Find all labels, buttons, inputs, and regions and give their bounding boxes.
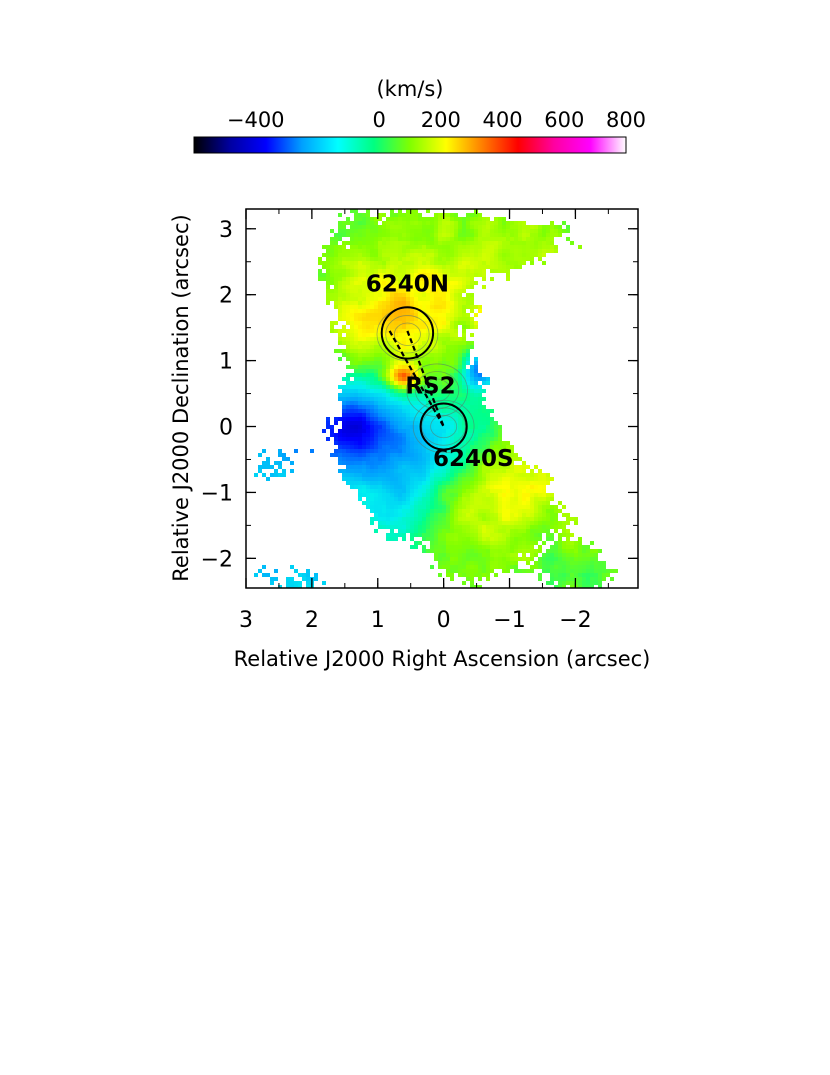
y-tick-label-2: 1	[219, 350, 233, 375]
y-tick-label-1: 2	[219, 284, 233, 309]
nucleus-circle-6240n	[380, 306, 435, 360]
x-tick-label-4: −1	[493, 608, 525, 633]
annotation-6240s: 6240S	[433, 446, 514, 472]
colorbar	[193, 136, 627, 154]
colorbar-tick-label-5: 800	[606, 108, 646, 132]
dashed-line-0	[406, 330, 445, 427]
y-tick-label-0: 3	[219, 218, 233, 243]
x-tick-label-5: −2	[559, 608, 591, 633]
x-tick-labels: 3 2 1 0 −1 −2	[239, 608, 592, 633]
colorbar-tick-label-0: −400	[227, 108, 285, 132]
y-tick-label-4: −1	[201, 481, 233, 506]
y-axis-label: Relative J2000 Declination (arcsec)	[169, 214, 193, 581]
x-axis-label: Relative J2000 Right Ascension (arcsec)	[234, 647, 651, 671]
annotation-6240n: 6240N	[366, 271, 449, 297]
y-tick-labels: 3 2 1 0 −1 −2	[201, 218, 233, 573]
x-tick-label-0: 3	[239, 608, 253, 633]
dashed-line-1	[388, 330, 445, 428]
colorbar-unit-label: (km/s)	[376, 77, 443, 101]
annotation-rs2: RS2	[405, 374, 455, 400]
plot-frame	[245, 208, 639, 589]
y-tick-label-5: −2	[201, 547, 233, 572]
axis-ticks	[245, 209, 638, 588]
colorbar-tick-labels: −400 0 200 400 600 800	[227, 108, 646, 132]
colorbar-tick-label-4: 600	[544, 108, 584, 132]
colorbar-tick-label-1: 0	[372, 108, 385, 132]
y-tick-label-3: 0	[219, 416, 233, 441]
x-tick-label-1: 2	[305, 608, 319, 633]
colorbar-tick-label-3: 400	[483, 108, 523, 132]
x-tick-label-3: 0	[437, 608, 451, 633]
velocity-map	[254, 209, 618, 588]
colorbar-tick-label-2: 200	[421, 108, 461, 132]
annotation-overlay: 6240N RS2 6240S	[366, 271, 514, 472]
x-tick-label-2: 1	[371, 608, 385, 633]
nucleus-circle-6240s	[419, 402, 468, 451]
